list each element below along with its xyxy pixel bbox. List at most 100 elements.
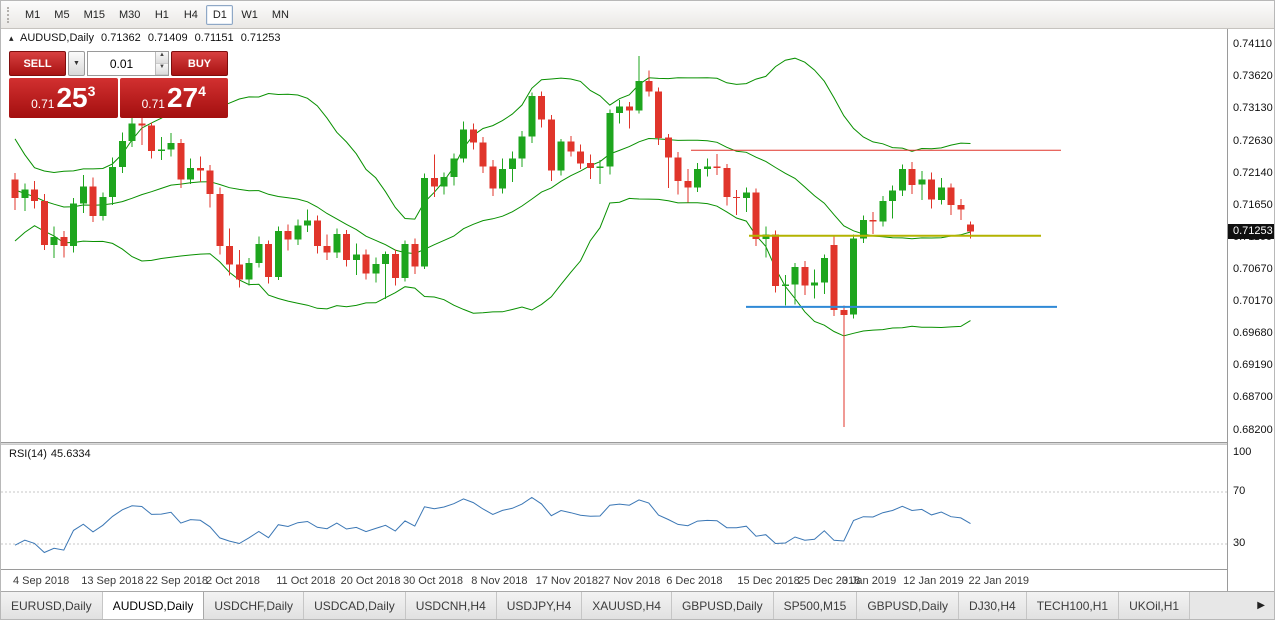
date-axis-label: 2 Oct 2018 <box>206 575 260 587</box>
price-scale-label: 0.70670 <box>1233 262 1273 275</box>
bid-point: 3 <box>87 83 96 99</box>
chart-tab-usdcad-daily[interactable]: USDCAD,Daily <box>304 592 406 619</box>
chart-tab-gbpusd-daily[interactable]: GBPUSD,Daily <box>671 592 774 619</box>
price-scale-label: 0.74110 <box>1233 38 1272 50</box>
chart-window: ▴ AUDUSD,Daily 0.71362 0.71409 0.71151 0… <box>1 29 1274 593</box>
price-scale-label: 0.68200 <box>1233 423 1273 436</box>
chart-ohlc-readout: ▴ AUDUSD,Daily 0.71362 0.71409 0.71151 0… <box>9 32 284 44</box>
price-scale-label: 0.69190 <box>1233 359 1273 372</box>
timeframe-button-D1[interactable]: D1 <box>206 4 234 25</box>
current-price-badge: 0.71253 <box>1228 223 1274 239</box>
rsi-scale-label: 100 <box>1233 446 1252 458</box>
chart-tab-usdjpy-h4[interactable]: USDJPY,H4 <box>496 592 583 619</box>
date-axis-label: 6 Dec 2018 <box>666 575 723 587</box>
chart-tab-xauusd-h4[interactable]: XAUUSD,H4 <box>582 592 672 619</box>
timeframe-button-M15[interactable]: M15 <box>78 5 111 25</box>
price-scale-label: 0.72630 <box>1233 134 1273 147</box>
timeframe-button-M1[interactable]: M1 <box>19 5 46 25</box>
price-scale-label: 0.70170 <box>1233 295 1273 308</box>
rsi-indicator-label: RSI(14) 45.6334 <box>9 448 95 460</box>
sell-price-display[interactable]: 0.71 25 3 <box>9 78 118 118</box>
timeframe-button-H4[interactable]: H4 <box>177 5 204 25</box>
chart-tab-usdchf-daily[interactable]: USDCHF,Daily <box>204 592 305 619</box>
price-scale-label: 0.71650 <box>1233 198 1273 211</box>
chart-tab-ukoil-h1[interactable]: UKOil,H1 <box>1119 592 1191 619</box>
chart-tab-sp500-m15[interactable]: SP500,M15 <box>773 592 858 619</box>
buy-price-display[interactable]: 0.71 27 4 <box>119 78 228 118</box>
price-scale-label: 0.68700 <box>1233 391 1273 404</box>
date-axis-label: 17 Nov 2018 <box>535 575 598 587</box>
price-scale-label: 0.69680 <box>1233 327 1273 340</box>
chart-tab-audusd-daily[interactable]: AUDUSD,Daily <box>102 592 205 619</box>
lot-size-value: 0.01 <box>109 56 134 71</box>
date-axis-label: 12 Jan 2019 <box>903 575 964 587</box>
rsi-scale-label: 70 <box>1233 485 1246 497</box>
ask-prefix: 0.71 <box>141 97 165 111</box>
chart-tab-dj30-h4[interactable]: DJ30,H4 <box>959 592 1027 619</box>
bollinger-lower-line <box>14 197 971 337</box>
toolbar-grip[interactable] <box>7 6 11 23</box>
timeframe-button-MN[interactable]: MN <box>266 5 295 25</box>
time-axis-separator <box>1 569 1229 570</box>
one-click-trading-panel: SELL ▼ 0.01 ▲ ▼ BUY 0.71 25 3 0.71 27 4 <box>9 51 228 118</box>
date-axis-label: 11 Oct 2018 <box>276 575 336 587</box>
lot-spinner: ▲ ▼ <box>155 52 168 75</box>
bid-prefix: 0.71 <box>31 97 55 111</box>
date-axis-label: 27 Nov 2018 <box>598 575 661 587</box>
date-axis-label: 22 Sep 2018 <box>145 575 208 587</box>
chart-tab-gbpusd-daily[interactable]: GBPUSD,Daily <box>857 592 960 619</box>
chart-tabs: EURUSD,Daily AUDUSD,Daily USDCHF,Daily USDC… <box>1 592 1191 619</box>
price-scale-label: 0.72140 <box>1233 166 1273 179</box>
candles-layer <box>11 56 974 428</box>
bollinger-middle-line <box>14 137 971 255</box>
chart-tab-tech100-h1[interactable]: TECH100,H1 <box>1026 592 1120 619</box>
date-axis-label: 25 Dec 2018 <box>797 575 861 587</box>
tab-scroll-right-button[interactable]: ▶ <box>1257 600 1265 611</box>
lot-increase-button[interactable]: ▲ <box>156 52 168 64</box>
chart-symbol-label: AUDUSD,Daily <box>19 32 94 44</box>
lot-dropdown-button[interactable]: ▼ <box>68 51 85 76</box>
timeframe-button-M5[interactable]: M5 <box>48 5 75 25</box>
lot-decrease-button[interactable]: ▼ <box>156 63 168 75</box>
lot-size-field[interactable]: 0.01 ▲ ▼ <box>87 51 169 76</box>
date-axis-label: 8 Nov 2018 <box>471 575 528 587</box>
bid-pips: 25 <box>56 82 88 113</box>
buy-button[interactable]: BUY <box>171 51 228 76</box>
rsi-line <box>14 496 971 554</box>
timeframe-button-H1[interactable]: H1 <box>148 5 175 25</box>
chart-tab-usdcnh-h4[interactable]: USDCNH,H4 <box>405 592 497 619</box>
ask-point: 4 <box>198 83 206 99</box>
date-axis-label: 22 Jan 2019 <box>968 575 1030 587</box>
ohlc-high: 0.71409 <box>147 32 188 44</box>
date-axis-label: 15 Dec 2018 <box>737 575 800 587</box>
timeframe-buttons: M1 M5 M15 M30 H1 H4 D1 W1 MN <box>18 4 296 25</box>
ohlc-low: 0.71151 <box>194 32 234 44</box>
rsi-name: RSI(14) <box>9 448 47 460</box>
rsi-value: 45.6334 <box>50 448 91 460</box>
price-scale[interactable]: 0.71253 0.74110 0.73620 0.73130 0.72630 0.72… <box>1227 29 1274 591</box>
ohlc-close: 0.71253 <box>240 32 281 44</box>
price-scale-label: 0.73620 <box>1233 70 1273 82</box>
date-axis-label: 13 Sep 2018 <box>81 575 144 587</box>
timeframe-button-W1[interactable]: W1 <box>235 5 264 25</box>
date-axis-label: 4 Sep 2018 <box>13 575 70 587</box>
date-axis-label: 20 Oct 2018 <box>340 575 401 587</box>
date-axis-label: 3 Jan 2019 <box>841 575 897 587</box>
chart-tab-eurusd-daily[interactable]: EURUSD,Daily <box>1 592 103 619</box>
timeframe-button-M30[interactable]: M30 <box>113 5 146 25</box>
rsi-canvas[interactable] <box>1 445 1229 569</box>
one-click-collapse-icon[interactable]: ▴ <box>9 33 14 43</box>
panel-splitter[interactable] <box>1 442 1229 445</box>
rsi-scale-label: 30 <box>1233 537 1246 549</box>
price-scale-label: 0.73130 <box>1233 102 1273 114</box>
price-chart-canvas[interactable] <box>1 29 1229 442</box>
ask-pips: 27 <box>166 82 199 113</box>
timeframe-toolbar: M1 M5 M15 M30 H1 H4 D1 W1 MN <box>1 1 1274 29</box>
time-axis[interactable]: 4 Sep 2018 13 Sep 2018 22 Sep 2018 2 Oct 20… <box>1 570 1229 593</box>
ohlc-open: 0.71362 <box>101 32 141 44</box>
sell-button[interactable]: SELL <box>9 51 66 76</box>
chart-tabbar: EURUSD,Daily AUDUSD,Daily USDCHF,Daily USDC… <box>1 591 1274 619</box>
date-axis-label: 30 Oct 2018 <box>403 575 463 587</box>
rsi-panel: RSI(14) 45.6334 <box>1 445 1229 569</box>
